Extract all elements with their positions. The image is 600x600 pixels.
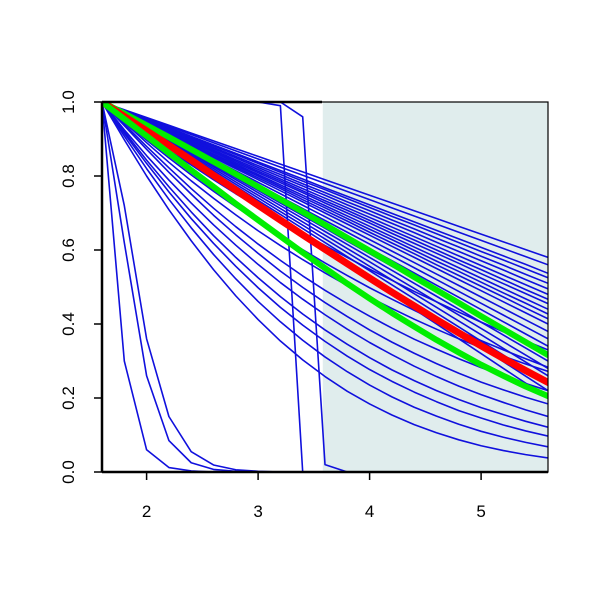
series-line-band-38 <box>102 102 548 359</box>
series-line-band-40 <box>102 102 548 400</box>
series-line-sample-37 <box>102 102 548 472</box>
x-tick-label: 2 <box>142 502 151 521</box>
series-line-sample-32 <box>102 102 548 459</box>
series-line-sample-27 <box>102 102 548 405</box>
series-line-sample-0 <box>102 102 548 259</box>
series-line-sample-31 <box>102 102 548 448</box>
y-tick-label: 0.6 <box>59 238 78 262</box>
y-axis-ticks: 0.0 0.2 0.4 0.6 0.8 1.0 <box>59 90 102 484</box>
series-layer <box>102 102 548 472</box>
y-tick-label: 0.0 <box>59 460 78 484</box>
series-line-sample-34 <box>102 102 548 472</box>
x-tick-label: 4 <box>365 502 374 521</box>
series-line-sample-1 <box>102 102 548 266</box>
x-tick-label: 5 <box>476 502 485 521</box>
series-line-sample-33 <box>102 102 548 472</box>
series-line-sample-28 <box>102 102 548 418</box>
y-tick-label: 0.2 <box>59 386 78 410</box>
series-line-sample-35 <box>102 102 548 472</box>
series-line-sample-30 <box>102 102 548 437</box>
x-axis-ticks: 2 3 4 5 <box>142 472 486 521</box>
y-tick-label: 1.0 <box>59 90 78 114</box>
series-line-sample-29 <box>102 102 548 429</box>
series-line-sample-24 <box>102 102 548 369</box>
x-tick-label: 3 <box>253 502 262 521</box>
series-line-sample-17 <box>102 102 548 362</box>
series-line-sample-3 <box>102 102 548 279</box>
series-line-sample-26 <box>102 102 548 392</box>
y-tick-label: 0.4 <box>59 312 78 336</box>
y-tick-label: 0.8 <box>59 164 78 188</box>
series-line-central-39 <box>102 102 548 386</box>
